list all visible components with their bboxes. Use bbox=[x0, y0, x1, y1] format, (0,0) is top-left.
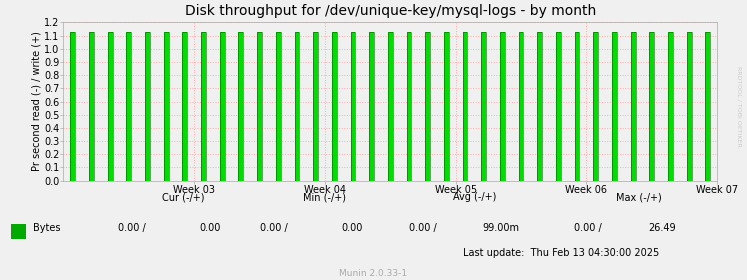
Polygon shape bbox=[425, 32, 430, 181]
Polygon shape bbox=[630, 32, 636, 181]
Polygon shape bbox=[612, 32, 617, 181]
Polygon shape bbox=[89, 32, 94, 181]
Title: Disk throughput for /dev/unique-key/mysql-logs - by month: Disk throughput for /dev/unique-key/mysq… bbox=[185, 4, 596, 18]
Text: 99.00m: 99.00m bbox=[482, 223, 519, 233]
Text: Min (-/+): Min (-/+) bbox=[303, 192, 347, 202]
Polygon shape bbox=[556, 32, 561, 181]
Polygon shape bbox=[182, 32, 187, 181]
Y-axis label: Pr second read (-) / write (+): Pr second read (-) / write (+) bbox=[31, 32, 41, 171]
Text: Last update:  Thu Feb 13 04:30:00 2025: Last update: Thu Feb 13 04:30:00 2025 bbox=[463, 248, 660, 258]
Polygon shape bbox=[406, 32, 412, 181]
Text: 0.00 /: 0.00 / bbox=[574, 223, 601, 233]
Polygon shape bbox=[537, 32, 542, 181]
Polygon shape bbox=[500, 32, 505, 181]
Polygon shape bbox=[388, 32, 393, 181]
Text: Max (-/+): Max (-/+) bbox=[616, 192, 662, 202]
Polygon shape bbox=[201, 32, 206, 181]
Text: 26.49: 26.49 bbox=[648, 223, 676, 233]
Polygon shape bbox=[313, 32, 318, 181]
Polygon shape bbox=[276, 32, 281, 181]
Text: 0.00 /: 0.00 / bbox=[409, 223, 437, 233]
Polygon shape bbox=[668, 32, 673, 181]
Text: Bytes: Bytes bbox=[33, 223, 61, 233]
Polygon shape bbox=[332, 32, 337, 181]
Polygon shape bbox=[257, 32, 262, 181]
Polygon shape bbox=[462, 32, 468, 181]
Polygon shape bbox=[220, 32, 225, 181]
Polygon shape bbox=[369, 32, 374, 181]
Text: 0.00 /: 0.00 / bbox=[118, 223, 146, 233]
Polygon shape bbox=[518, 32, 524, 181]
Polygon shape bbox=[574, 32, 580, 181]
Polygon shape bbox=[481, 32, 486, 181]
Polygon shape bbox=[593, 32, 598, 181]
Text: 0.00: 0.00 bbox=[341, 223, 362, 233]
Polygon shape bbox=[126, 32, 131, 181]
Text: 0.00 /: 0.00 / bbox=[260, 223, 288, 233]
Polygon shape bbox=[705, 32, 710, 181]
Polygon shape bbox=[686, 32, 692, 181]
Text: Avg (-/+): Avg (-/+) bbox=[453, 192, 496, 202]
Polygon shape bbox=[444, 32, 449, 181]
Text: Munin 2.0.33-1: Munin 2.0.33-1 bbox=[339, 269, 408, 277]
Text: RRDTOOL / TOBI OETIKER: RRDTOOL / TOBI OETIKER bbox=[737, 66, 742, 147]
Polygon shape bbox=[294, 32, 300, 181]
Text: 0.00: 0.00 bbox=[199, 223, 220, 233]
Text: Cur (-/+): Cur (-/+) bbox=[162, 192, 204, 202]
Polygon shape bbox=[164, 32, 169, 181]
Polygon shape bbox=[108, 32, 113, 181]
Polygon shape bbox=[350, 32, 356, 181]
Polygon shape bbox=[238, 32, 244, 181]
Polygon shape bbox=[70, 32, 75, 181]
Polygon shape bbox=[649, 32, 654, 181]
Polygon shape bbox=[145, 32, 150, 181]
